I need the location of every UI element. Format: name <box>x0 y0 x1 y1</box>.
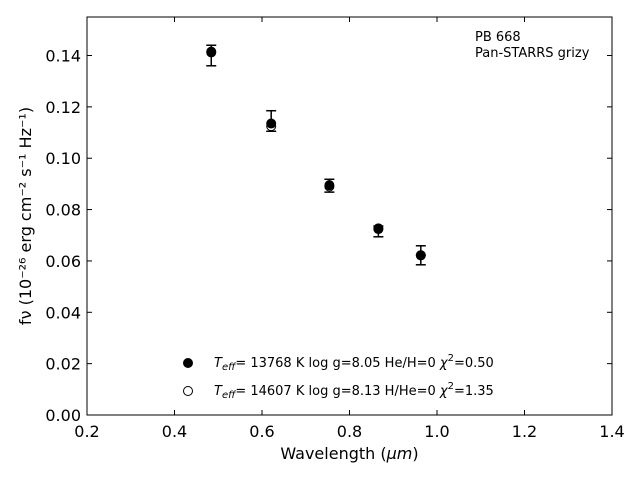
x-axis-title: Wavelength (μm) <box>280 444 418 463</box>
x-tick-label: 0.8 <box>337 422 362 441</box>
data-markers <box>206 46 426 261</box>
x-tick-label: 1.4 <box>599 422 624 441</box>
legend-label-2: Teff= 14607 K log g=8.13 H/He=0 χ2=1.35 <box>214 381 494 401</box>
y-tick-label: 0.04 <box>45 303 81 322</box>
legend: Teff= 13768 K log g=8.05 He/H=0 χ2=0.50 … <box>183 353 494 401</box>
x-axis-ticks: 0.2 0.4 0.6 0.8 1.0 1.2 1.4 <box>74 17 625 441</box>
data-point-filled <box>373 223 384 234</box>
data-point-filled <box>415 250 426 261</box>
y-tick-label: 0.10 <box>45 149 81 168</box>
y-axis-ticks: 0.00 0.02 0.04 0.06 0.08 0.10 0.12 0.14 <box>45 47 612 425</box>
y-tick-label: 0.02 <box>45 355 81 374</box>
y-tick-label: 0.14 <box>45 47 81 66</box>
x-tick-label: 1.2 <box>512 422 537 441</box>
y-tick-label: 0.12 <box>45 98 81 117</box>
y-tick-label: 0.08 <box>45 201 81 220</box>
data-point-filled <box>206 46 217 57</box>
x-tick-label: 0.6 <box>249 422 274 441</box>
y-axis-title: fν (10⁻²⁶ erg cm⁻² s⁻¹ Hz⁻¹) <box>16 107 35 325</box>
x-tick-label: 0.2 <box>74 422 99 441</box>
y-tick-label: 0.06 <box>45 252 81 271</box>
legend-marker-open <box>183 386 193 396</box>
legend-marker-filled <box>183 358 193 368</box>
annotation-object-name: PB 668 <box>475 30 521 45</box>
data-point-filled <box>324 180 335 191</box>
x-tick-label: 0.4 <box>162 422 187 441</box>
data-point-filled <box>266 118 277 129</box>
legend-label-1: Teff= 13768 K log g=8.05 He/H=0 χ2=0.50 <box>214 353 494 373</box>
annotation-survey-name: Pan-STARRS grizy <box>475 46 590 61</box>
x-tick-label: 1.0 <box>424 422 449 441</box>
y-tick-label: 0.00 <box>45 406 81 425</box>
